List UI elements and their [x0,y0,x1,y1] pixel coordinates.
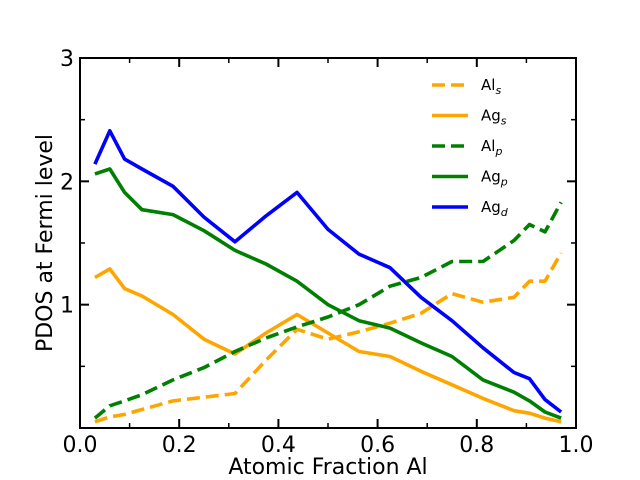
series-line-ag-s [94,267,562,424]
legend-label: Agp [481,168,508,189]
y-axis-label: PDOS at Fermi level [33,134,58,352]
ticks-layer: 0.0 0.2 0.4 0.6 0.8 1.0 1 2 3 [60,47,594,458]
x-axis-label: Atomic Fraction Al [228,455,427,480]
series-line-al-s [94,252,563,424]
y-tick-label: 3 [60,47,74,72]
y-tick-label: 2 [60,170,74,195]
series-layer [93,129,563,424]
axes-layer [79,57,577,429]
x-tick-label: 0.0 [63,433,98,458]
series-line-ag-p [94,167,562,420]
legend-label: Agd [481,198,509,219]
y-tick-label: 1 [60,294,74,319]
legend-label: Als [481,76,501,97]
legend-label: Alp [481,137,502,158]
plot-frame [79,57,577,429]
x-tick-label: 0.8 [459,433,494,458]
series-line-al-p [93,201,563,420]
legend-label: Ags [481,107,507,128]
x-tick-label: 0.2 [162,433,197,458]
x-tick-label: 1.0 [559,433,594,458]
x-tick-label: 0.6 [360,433,395,458]
x-tick-label: 0.4 [261,433,296,458]
legend: Als Ags Alp Agp Agd [432,76,509,219]
series-line-ag-d [93,129,563,414]
